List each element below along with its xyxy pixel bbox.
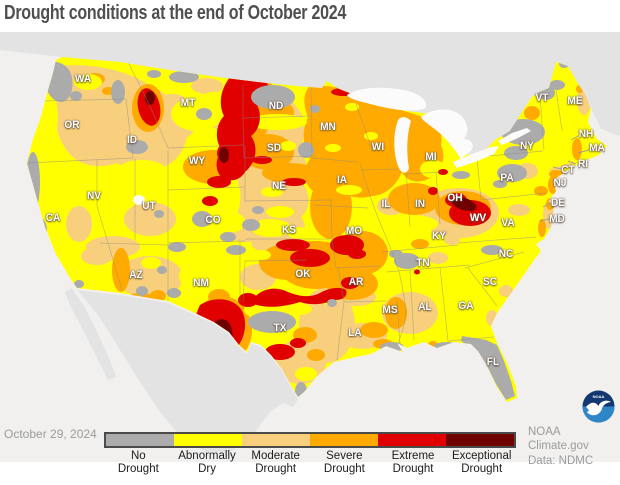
legend-label-severe-drought: Severe Drought [323,450,365,475]
legend-swatch-no-drought [106,434,174,446]
legend-swatch-abnormally-dry [174,434,242,446]
lake-huron [421,109,473,159]
legend-swatch-moderate-drought [242,434,310,446]
page-title: Drought conditions at the end of October… [4,2,347,24]
legend-labels: No Drought Abnormally Dry Moderate Drought … [104,450,516,476]
legend-color-bar [104,432,516,448]
legend-swatch-exceptional-drought [446,434,514,446]
legend: No Drought Abnormally Dry Moderate Drought … [104,432,516,476]
legend-label-abnormally-dry: Abnormally Dry [178,450,236,475]
legend-label-moderate-drought: Moderate Drought [251,450,300,475]
lake-michigan [394,117,411,173]
label-leader-lines [539,135,590,222]
lake-erie [453,146,499,168]
state-borders [27,61,563,361]
legend-label-no-drought: No Drought [117,450,159,475]
legend-label-extreme-drought: Extreme Drought [391,450,435,475]
date-label: October 29, 2024 [4,427,97,441]
lake-superior [347,87,427,111]
mexico-landmass [77,290,298,452]
legend-label-exceptional-drought: Exceptional Drought [451,450,512,475]
baja-peninsula [65,288,116,380]
legend-swatch-severe-drought [310,434,378,446]
credits: NOAA Climate.gov Data: NDMC [528,425,620,468]
noaa-logo: NOAA [582,390,615,423]
credit-data: Data: NDMC [528,454,594,467]
credit-source: NOAA Climate.gov [528,426,589,453]
lake-ontario [498,128,531,145]
us-drought-map [0,32,620,452]
svg-text:NOAA: NOAA [593,394,605,399]
noaa-gull-icon [586,400,611,416]
legend-swatch-extreme-drought [378,434,446,446]
great-lakes [133,87,531,205]
great-salt-lake [133,195,145,205]
